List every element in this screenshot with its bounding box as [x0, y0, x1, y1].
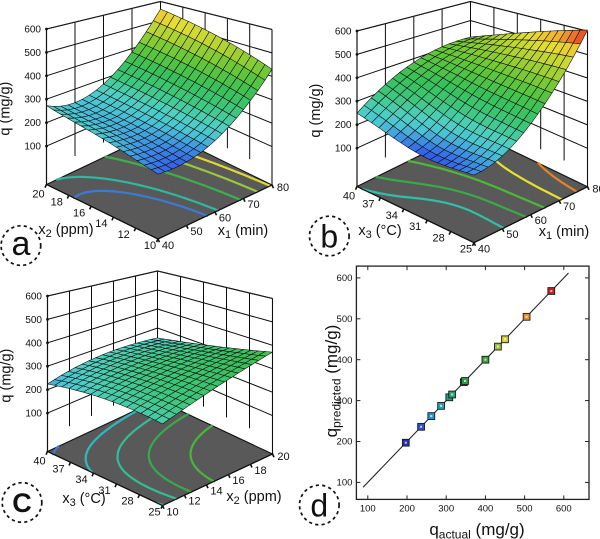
svg-text:28: 28: [432, 233, 444, 245]
svg-text:q (mg/g): q (mg/g): [0, 349, 15, 403]
svg-text:100: 100: [25, 409, 42, 420]
svg-text:q (mg/g): q (mg/g): [308, 84, 324, 138]
svg-text:x3 (°C): x3 (°C): [62, 491, 105, 509]
svg-text:a: a: [11, 225, 30, 263]
svg-text:x3 (°C): x3 (°C): [358, 223, 401, 241]
svg-text:500: 500: [337, 314, 353, 325]
svg-text:14: 14: [95, 218, 107, 230]
svg-text:100: 100: [360, 504, 376, 515]
svg-text:14: 14: [210, 485, 222, 497]
svg-text:60: 60: [219, 213, 231, 225]
svg-text:80: 80: [277, 182, 289, 194]
svg-text:600: 600: [335, 27, 352, 38]
svg-text:10: 10: [144, 240, 156, 252]
svg-text:100: 100: [24, 142, 41, 153]
svg-text:16: 16: [232, 475, 244, 487]
svg-text:300: 300: [438, 504, 454, 515]
svg-text:400: 400: [337, 355, 353, 366]
svg-text:40: 40: [162, 240, 174, 252]
svg-text:40: 40: [478, 244, 490, 256]
svg-text:70: 70: [247, 199, 259, 211]
svg-text:600: 600: [337, 273, 353, 284]
svg-text:20: 20: [32, 189, 44, 201]
svg-text:37: 37: [362, 199, 374, 211]
svg-text:500: 500: [25, 315, 42, 326]
svg-text:600: 600: [556, 504, 572, 515]
svg-text:12: 12: [118, 229, 130, 241]
svg-text:500: 500: [335, 50, 352, 61]
svg-text:300: 300: [25, 362, 42, 373]
svg-text:x2 (ppm): x2 (ppm): [38, 222, 93, 240]
svg-text:400: 400: [25, 338, 42, 349]
svg-text:50: 50: [506, 229, 518, 241]
svg-text:37: 37: [52, 463, 64, 475]
svg-text:400: 400: [24, 71, 41, 82]
svg-text:16: 16: [73, 207, 85, 219]
svg-text:200: 200: [335, 120, 352, 131]
svg-text:34: 34: [386, 210, 398, 222]
svg-text:d: d: [310, 488, 328, 524]
svg-text:C: C: [12, 488, 32, 518]
svg-text:x1 (min): x1 (min): [539, 224, 589, 242]
svg-text:31: 31: [409, 221, 421, 233]
svg-text:50: 50: [190, 226, 202, 238]
svg-text:200: 200: [337, 437, 353, 448]
svg-text:40: 40: [33, 456, 45, 468]
svg-text:25: 25: [148, 507, 160, 519]
svg-text:25: 25: [460, 244, 472, 256]
svg-text:x2 (ppm): x2 (ppm): [226, 489, 281, 507]
svg-text:60: 60: [535, 215, 547, 227]
svg-text:70: 70: [563, 201, 575, 213]
svg-text:100: 100: [335, 144, 352, 155]
svg-text:x1 (min): x1 (min): [218, 223, 268, 241]
svg-text:400: 400: [335, 73, 352, 84]
svg-text:18: 18: [254, 465, 266, 477]
svg-text:28: 28: [121, 496, 133, 508]
svg-text:18: 18: [51, 196, 63, 208]
svg-text:500: 500: [517, 504, 533, 515]
svg-text:31: 31: [98, 485, 110, 497]
svg-text:300: 300: [337, 396, 353, 407]
svg-text:b: b: [320, 219, 338, 255]
svg-text:400: 400: [477, 504, 493, 515]
svg-text:80: 80: [592, 184, 600, 196]
svg-text:20: 20: [277, 451, 289, 463]
svg-text:300: 300: [24, 95, 41, 106]
svg-text:40: 40: [343, 191, 355, 203]
svg-text:34: 34: [75, 474, 87, 486]
svg-text:12: 12: [188, 496, 200, 508]
svg-text:10: 10: [166, 507, 178, 519]
svg-text:500: 500: [24, 48, 41, 59]
svg-text:600: 600: [24, 25, 41, 36]
svg-text:q (mg/g): q (mg/g): [0, 82, 14, 136]
svg-text:300: 300: [335, 97, 352, 108]
svg-text:200: 200: [399, 504, 415, 515]
svg-text:200: 200: [24, 118, 41, 129]
svg-text:100: 100: [337, 478, 353, 489]
svg-text:600: 600: [25, 292, 42, 303]
svg-text:200: 200: [25, 385, 42, 396]
